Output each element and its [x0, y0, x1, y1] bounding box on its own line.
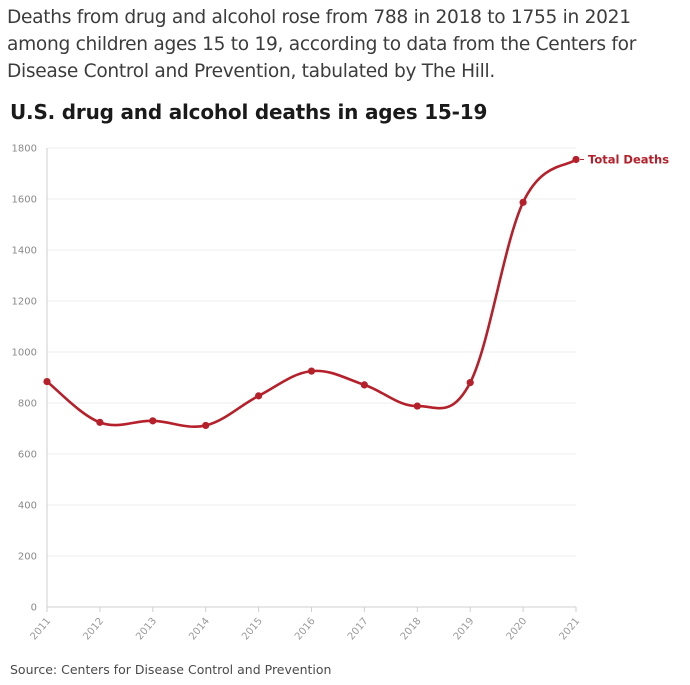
y-tick-label: 800	[18, 399, 37, 410]
x-tick-label: 2016	[293, 616, 318, 643]
x-tick-label: 2020	[505, 616, 530, 643]
chart-title: U.S. drug and alcohol deaths in ages 15-…	[10, 100, 488, 124]
data-point-2014	[202, 421, 210, 430]
y-tick-label: 1800	[12, 144, 37, 155]
data-point-2013	[149, 417, 157, 425]
grid-lines	[46, 147, 576, 608]
data-point-2017	[360, 381, 368, 389]
x-tick-label: 2018	[399, 616, 424, 643]
y-tick-label: 1600	[12, 195, 37, 206]
x-tick-label: 2017	[346, 616, 371, 643]
data-point-2011	[43, 377, 51, 386]
x-tick-label: 2019	[452, 616, 477, 643]
y-tick-label: 0	[31, 603, 37, 614]
y-tick-label: 1000	[12, 348, 37, 359]
x-tick-label: 2011	[29, 616, 54, 643]
x-tick-label: 2013	[134, 616, 159, 643]
y-tick-label: 200	[18, 552, 37, 563]
x-axis-ticks: 2011 2012 2013 2014 2015 2016 2017 2018 2019 2020…	[29, 607, 583, 643]
y-axis-ticks: 0 200 400 600 800 1000 1200 1400 1600 1800	[12, 144, 37, 614]
y-tick-label: 1200	[12, 297, 37, 308]
data-point-2020	[519, 198, 527, 206]
x-tick-label: 2012	[81, 616, 106, 643]
intro-paragraph: Deaths from drug and alcohol rose from 7…	[7, 7, 637, 82]
y-tick-label: 600	[18, 450, 37, 461]
series-line-total-deaths	[45, 158, 578, 428]
data-point-2019	[466, 379, 474, 387]
x-tick-label: 2015	[240, 616, 265, 643]
series-total-deaths: Total Deaths	[43, 152, 669, 430]
y-tick-label: 400	[18, 501, 37, 512]
data-point-2016	[307, 367, 316, 375]
y-tick-label: 1400	[12, 246, 37, 257]
x-tick-label: 2021	[558, 616, 583, 643]
data-point-2012	[96, 418, 104, 426]
x-tick-label: 2014	[187, 616, 212, 643]
source-note: Source: Centers for Disease Control and …	[10, 662, 332, 677]
data-point-2018	[413, 402, 421, 410]
data-point-2015	[255, 392, 263, 400]
data-point-2021	[572, 155, 580, 164]
series-label-total-deaths: Total Deaths	[588, 152, 669, 166]
